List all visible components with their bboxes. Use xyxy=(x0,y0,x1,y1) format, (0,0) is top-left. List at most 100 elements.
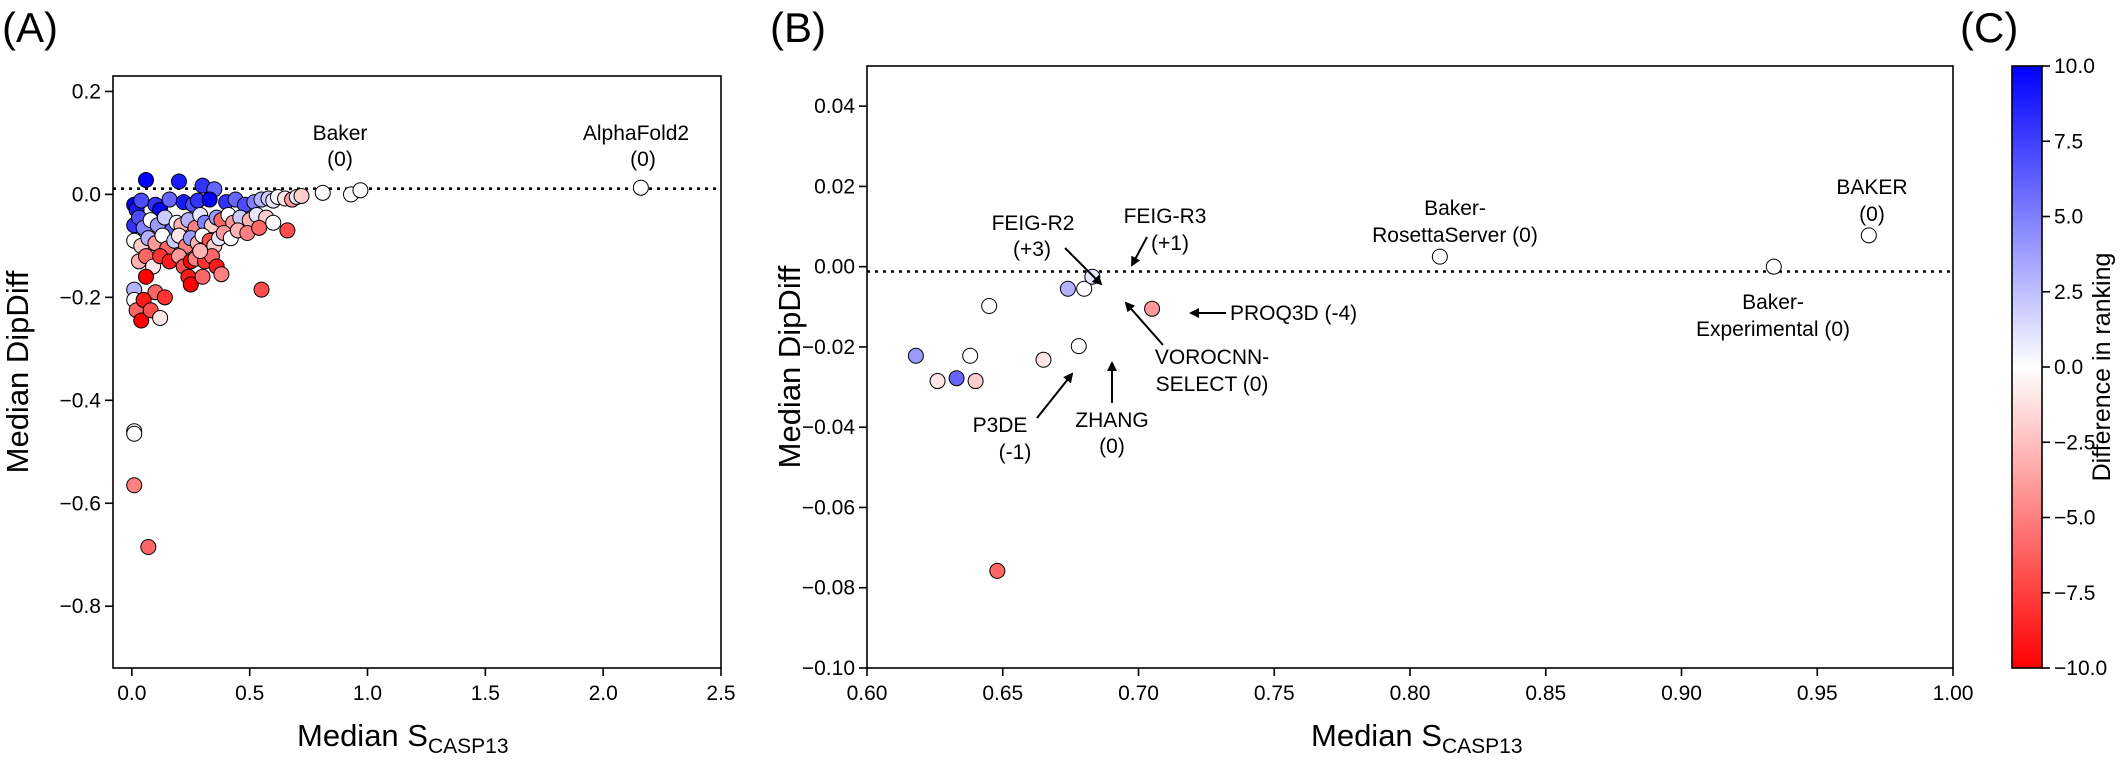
annotation-vorocnn-select-line2: SELECT (0) xyxy=(1156,373,1269,396)
panel-a-data-point xyxy=(156,289,173,306)
panel-b-y-tick-label: −0.06 xyxy=(802,496,855,519)
colorbar-tick-label: 7.5 xyxy=(2054,130,2083,153)
panel-a-data-point xyxy=(279,222,296,239)
panel-letter-a: (A) xyxy=(2,4,58,51)
panel-b-y-tick-label: −0.04 xyxy=(802,416,855,439)
colorbar-ticks: 10.0 7.5 5.0 2.5 0.0 −2.5 −5.0 −7.5 −10.0 xyxy=(2042,55,2107,680)
panel-b-x-axis-label-main: Median S xyxy=(1311,718,1442,753)
annotation-p3de: P3DE xyxy=(973,414,1028,437)
panel-b-data-point xyxy=(1059,280,1076,297)
panel-b-data-point xyxy=(1860,227,1877,244)
panel-a-x-axis-label-subscript: CASP13 xyxy=(428,735,509,758)
panel-a-plot-frame xyxy=(112,75,722,669)
annotation-baker-experimental-line2: Experimental (0) xyxy=(1696,318,1850,341)
panel-a-y-tick-label: −0.4 xyxy=(60,389,102,412)
panel-b-x-tick-label: 0.70 xyxy=(1118,682,1159,705)
annotation-feig-r2-rank: (+3) xyxy=(1013,238,1051,261)
panel-b-data-point xyxy=(1076,280,1093,297)
panel-a-data-point xyxy=(140,539,157,556)
panel-a-data-point xyxy=(152,309,169,326)
panel-a-data-point xyxy=(352,182,369,199)
arrow-feig-r3 xyxy=(1131,236,1148,267)
panel-a-x-axis-label-main: Median S xyxy=(297,718,428,753)
panel-b-data-point xyxy=(907,347,924,364)
annotation-feig-r3-rank: (+1) xyxy=(1151,232,1189,255)
panel-a-data-point xyxy=(201,191,218,208)
panel-b-y-tick-label: 0.04 xyxy=(814,95,855,118)
annotation-baker-rank: (0) xyxy=(327,148,353,171)
panel-a-data-point xyxy=(133,312,150,329)
annotation-baker-rosettaserver: Baker- xyxy=(1424,197,1486,220)
panel-b-data-point xyxy=(981,297,998,314)
colorbar: 10.0 7.5 5.0 2.5 0.0 −2.5 −5.0 −7.5 −10.0 Differ… xyxy=(2011,55,2116,680)
colorbar-gradient xyxy=(2012,66,2042,668)
panel-b-x-tick-label: 0.60 xyxy=(847,682,888,705)
panel-a-x-tick-label: 0.0 xyxy=(117,682,146,705)
annotation-baker-experimental: Baker- xyxy=(1742,291,1804,314)
panel-a-x-tick-label: 1.0 xyxy=(353,682,382,705)
panel-a-data-points xyxy=(126,171,649,556)
annotation-zhang-rank: (0) xyxy=(1099,435,1125,458)
panel-b-x-tick-label: 0.80 xyxy=(1390,682,1431,705)
annotation-zhang: ZHANG xyxy=(1075,409,1149,432)
panel-b-y-tick-label: −0.02 xyxy=(802,336,855,359)
annotation-baker: Baker xyxy=(313,122,368,145)
annotation-feig-r3: FEIG-R3 xyxy=(1124,205,1207,228)
panel-b-x-tick-label: 1.00 xyxy=(1933,682,1974,705)
panel-b-data-point xyxy=(929,373,946,390)
panel-b-data-point xyxy=(989,562,1006,579)
panel-a-data-point xyxy=(182,276,199,293)
panel-a-data-point xyxy=(126,477,143,494)
panel-a-data-point xyxy=(137,171,154,188)
annotation-baker-caps-rank: (0) xyxy=(1859,203,1885,226)
panel-a-data-point xyxy=(194,268,211,285)
panel-letter-b: (B) xyxy=(770,4,826,51)
annotation-alphafold2: AlphaFold2 xyxy=(583,122,689,145)
panel-a-data-point xyxy=(251,219,268,236)
panel-b-x-axis-label: Median SCASP13 xyxy=(1311,718,1523,758)
colorbar-tick-label: −5.0 xyxy=(2054,507,2095,530)
panel-b-y-tick-label: 0.02 xyxy=(814,175,855,198)
colorbar-tick-label: −7.5 xyxy=(2054,582,2095,605)
panel-a-data-point xyxy=(314,184,331,201)
panel-b-data-point xyxy=(1431,248,1448,265)
panel-b-y-axis-label: Median DipDiff xyxy=(772,265,807,468)
panel-b-y-tick-label: −0.08 xyxy=(802,577,855,600)
panel-a-x-axis-label: Median SCASP13 xyxy=(297,718,509,758)
arrow-vorocnn-select xyxy=(1124,301,1164,346)
panel-a-data-point xyxy=(133,192,150,209)
panel-b-x-tick-label: 0.65 xyxy=(982,682,1023,705)
panel-a-data-point xyxy=(126,425,143,442)
panel-a-data-point xyxy=(192,243,209,260)
panel-a-x-tick-label: 2.5 xyxy=(706,682,735,705)
panel-a-data-point xyxy=(293,187,310,204)
panel-a-y-tick-label: −0.8 xyxy=(60,595,101,618)
colorbar-tick-label: 0.0 xyxy=(2054,356,2083,379)
colorbar-tick-label: −10.0 xyxy=(2054,657,2107,680)
panel-letter-c: (C) xyxy=(1960,4,2018,51)
panel-a-axis-ticks: 0.0 0.5 1.0 1.5 2.0 2.5 0.2 0.0 −0.2 −0.4 −0.6 −0.8 xyxy=(60,80,736,705)
panel-a-data-point xyxy=(213,266,230,283)
panel-a-y-axis-label: Median DipDiff xyxy=(0,270,35,473)
panel-a-data-point xyxy=(265,214,282,231)
colorbar-tick-label: −2.5 xyxy=(2054,431,2095,454)
annotation-vorocnn-select: VOROCNN- xyxy=(1155,346,1269,369)
colorbar-tick-label: 10.0 xyxy=(2054,55,2095,78)
panel-a-data-point xyxy=(170,173,187,190)
annotation-p3de-rank: (-1) xyxy=(999,441,1032,464)
annotation-proq3d: PROQ3D (-4) xyxy=(1230,302,1357,325)
colorbar-tick-label: 5.0 xyxy=(2054,206,2083,229)
panel-b-axis-ticks: 0.60 0.65 0.70 0.75 0.80 0.85 0.90 0.95 1.00 0.04… xyxy=(802,95,1974,705)
panel-b-data-point xyxy=(948,370,965,387)
panel-b-data-point xyxy=(962,347,979,364)
arrow-p3de xyxy=(1036,372,1074,419)
panel-b-x-axis-label-subscript: CASP13 xyxy=(1442,735,1523,758)
panel-b-scatter-plot: 0.60 0.65 0.70 0.75 0.80 0.85 0.90 0.95 1.00 0.04… xyxy=(772,65,1974,758)
panel-b-data-point xyxy=(1144,300,1161,317)
annotation-alphafold2-rank: (0) xyxy=(630,148,656,171)
panel-b-plot-frame xyxy=(866,65,1954,669)
panel-a-x-tick-label: 1.5 xyxy=(471,682,500,705)
arrow-feig-r2 xyxy=(1064,247,1103,286)
panel-b-data-point xyxy=(1765,258,1782,275)
